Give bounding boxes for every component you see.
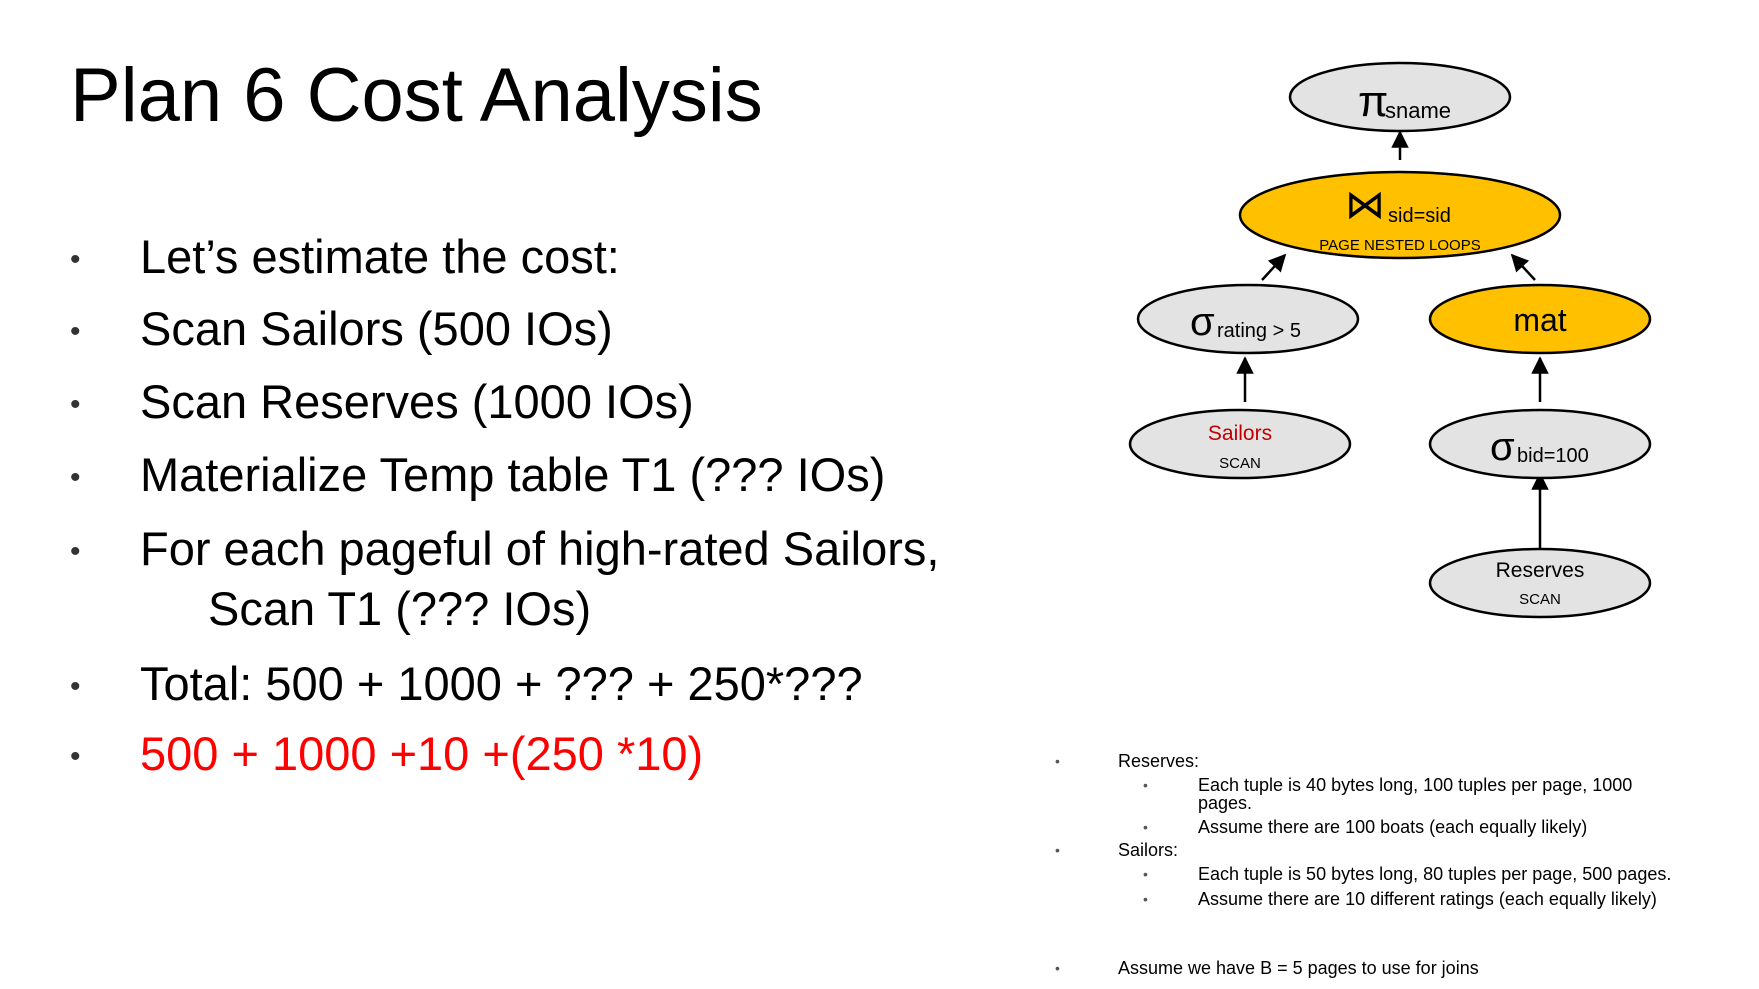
bullet-dot-icon: • (70, 740, 81, 773)
note-reserves-tuple-text: Each tuple is 40 bytes long, 100 tuples … (1198, 775, 1633, 795)
note-sailors-label: Sailors: (1118, 840, 1179, 860)
note-reserves-tuple-text-cont: pages. (1198, 793, 1253, 813)
join-method-label: PAGE NESTED LOOPS (1319, 237, 1480, 254)
sailors-method-label: SCAN (1219, 455, 1261, 472)
bullet-text: Scan Sailors (500 IOs) (140, 302, 613, 355)
select-right-subscript: bid=100 (1517, 445, 1589, 467)
bullet-dot-icon: • (70, 670, 81, 703)
mat-label: mat (1513, 302, 1566, 338)
bullet-text: Scan Reserves (1000 IOs) (140, 375, 694, 428)
select-left-node: σ rating > 5 (1136, 283, 1360, 355)
note-dot-icon: • (1055, 753, 1060, 769)
bullet-text: Materialize Temp table T1 (??? IOs) (140, 448, 886, 501)
note-reserves-label: Reserves: (1118, 751, 1200, 771)
bullet-text: For each pageful of high-rated Sailors, (140, 522, 940, 575)
bullet-text-continuation: Scan T1 (??? IOs) (208, 582, 592, 635)
note-dot-icon: • (1055, 842, 1060, 858)
reserves-label: Reserves (1496, 559, 1585, 582)
bullet-dot-icon: • (70, 243, 81, 276)
project-node: π sname (1288, 61, 1512, 133)
edge-mat-to-join (1510, 253, 1536, 281)
join-subscript: sid=sid (1388, 205, 1451, 227)
sailors-node: Sailors SCAN (1128, 408, 1352, 480)
note-joins-text: Assume we have B = 5 pages to use for jo… (1118, 958, 1479, 978)
project-symbol: π (1358, 77, 1388, 126)
note-dot-icon: • (1143, 777, 1148, 793)
bullet-dot-icon: • (70, 315, 81, 348)
bullet-answer-text: 500 + 1000 +10 +(250 *10) (140, 727, 704, 780)
reserves-node: Reserves SCAN (1428, 547, 1652, 619)
sailors-label: Sailors (1208, 422, 1272, 445)
bullet-dot-icon: • (70, 461, 81, 494)
join-node: ⋈ sid=sid PAGE NESTED LOOPS (1238, 170, 1562, 260)
join-symbol: ⋈ (1345, 183, 1385, 227)
select-left-subscript: rating > 5 (1217, 320, 1301, 342)
edge-select-left-to-join (1261, 253, 1287, 281)
select-right-node: σ bid=100 (1428, 408, 1652, 480)
bullet-dot-icon: • (70, 388, 81, 421)
note-dot-icon: • (1143, 819, 1148, 835)
bullet-text: Total: 500 + 1000 + ??? + 250*??? (140, 657, 863, 710)
note-dot-icon: • (1055, 960, 1060, 976)
note-sailors-tuple-text: Each tuple is 50 bytes long, 80 tuples p… (1198, 864, 1672, 884)
reserves-method-label: SCAN (1519, 591, 1561, 608)
mat-node: mat (1428, 283, 1652, 355)
select-left-symbol: σ (1190, 300, 1215, 344)
note-reserves-boats-text: Assume there are 100 boats (each equally… (1198, 817, 1588, 837)
note-dot-icon: • (1143, 866, 1148, 882)
project-subscript: sname (1385, 98, 1451, 123)
select-right-symbol: σ (1490, 425, 1515, 469)
bullet-dot-icon: • (70, 535, 81, 568)
bullet-text: Let’s estimate the cost: (140, 230, 620, 283)
note-dot-icon: • (1143, 891, 1148, 907)
slide-title: Plan 6 Cost Analysis (70, 53, 763, 138)
note-sailors-ratings-text: Assume there are 10 different ratings (e… (1198, 889, 1657, 909)
